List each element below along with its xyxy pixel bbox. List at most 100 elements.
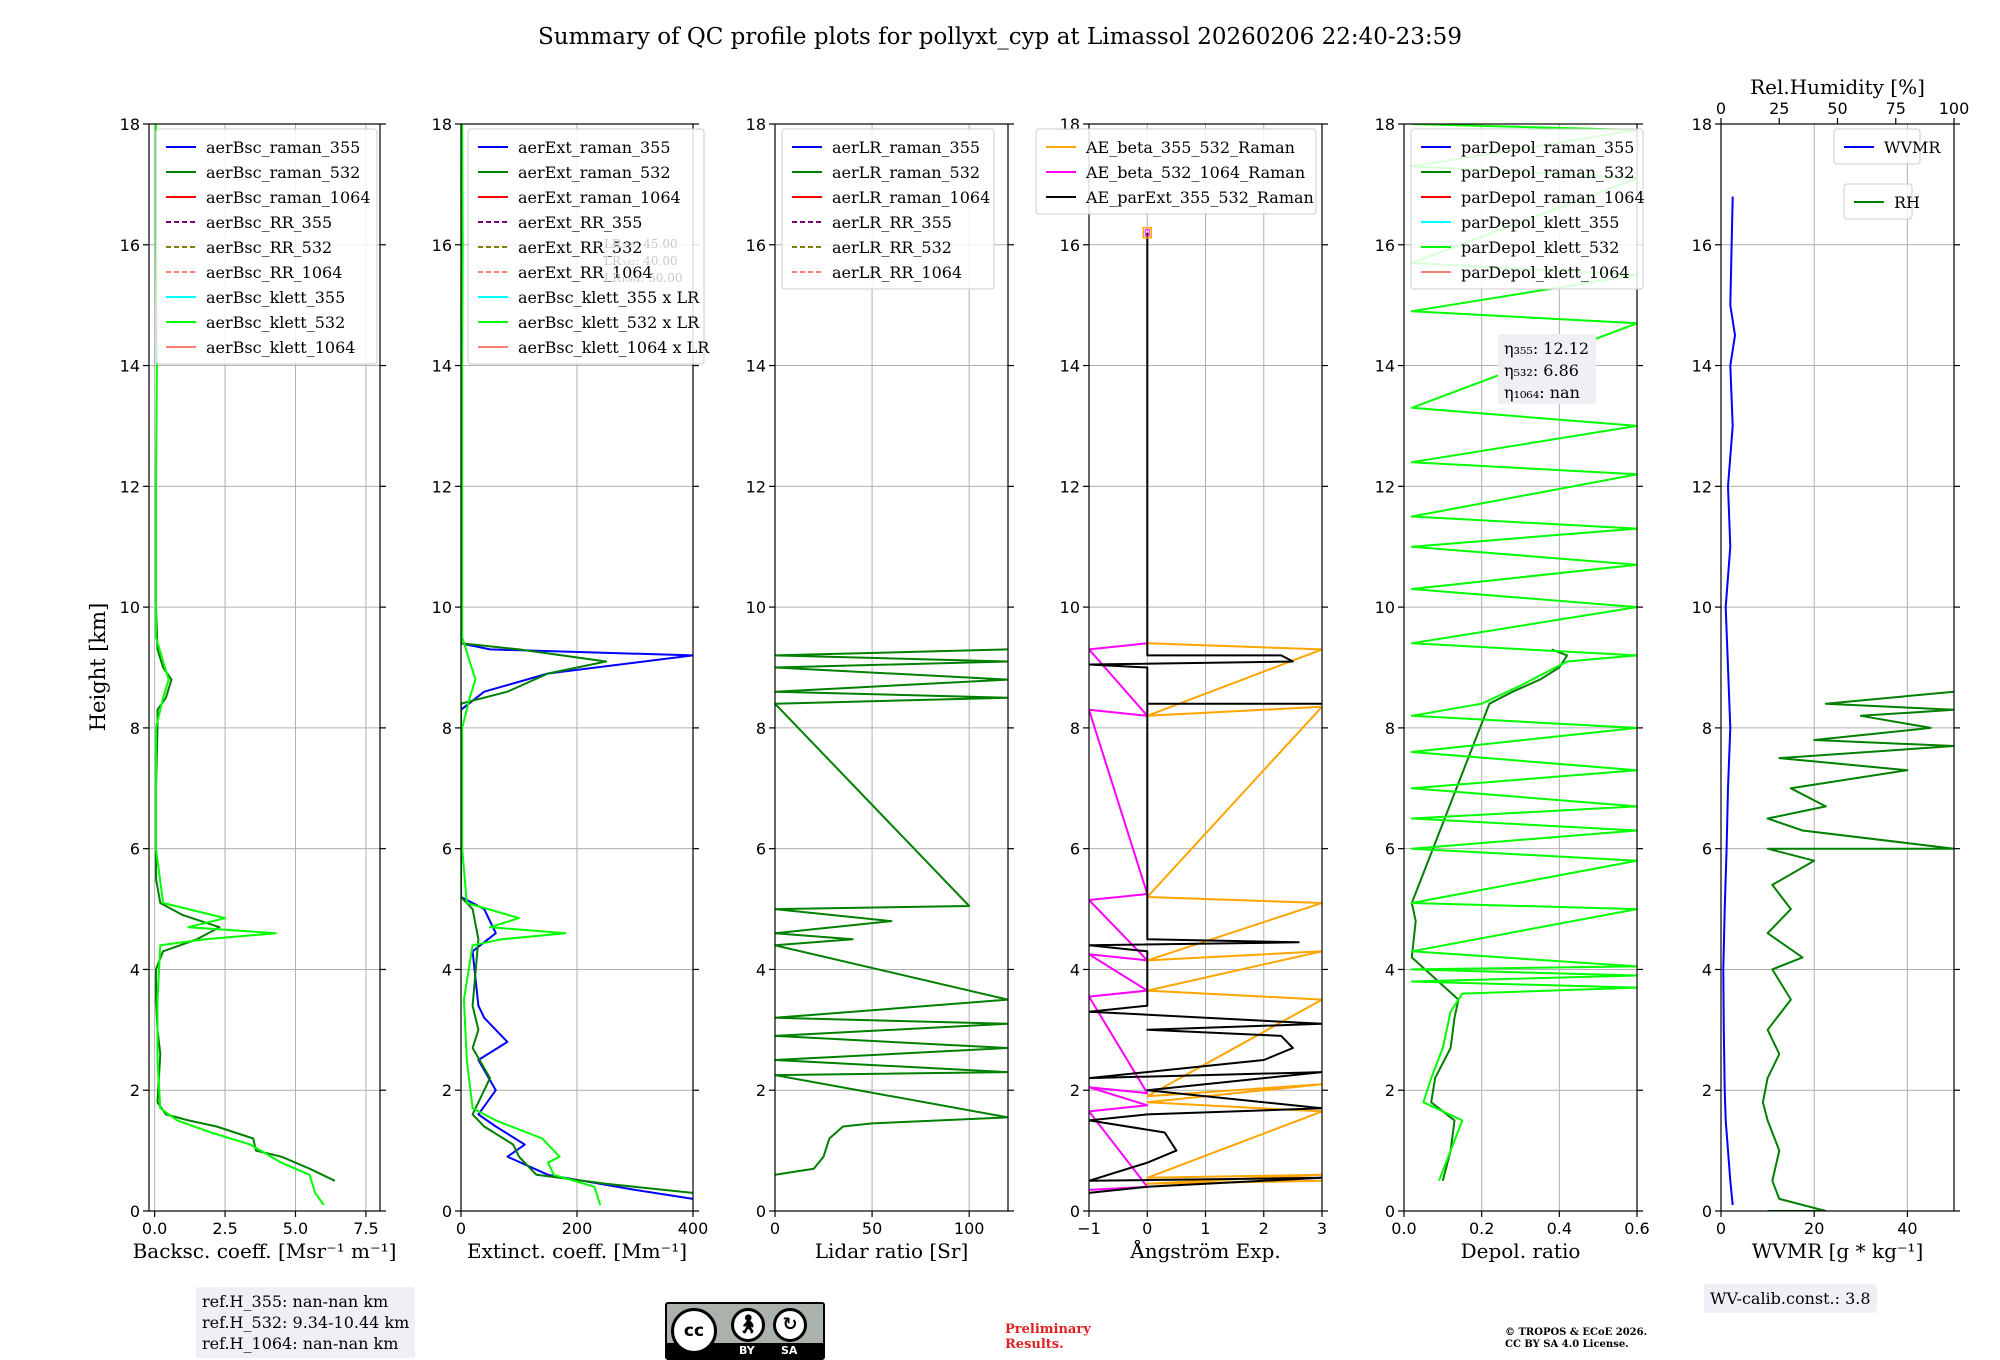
copyright-notice: © TROPOS & ECoE 2026. CC BY SA 4.0 Licen…	[1505, 1327, 1647, 1351]
legend-label: aerExt_RR_532	[518, 238, 642, 257]
x-tick-label: 0	[770, 1219, 780, 1238]
legend-label: aerBsc_raman_1064	[206, 188, 371, 207]
x2-tick-label: 75	[1886, 99, 1906, 118]
axes-frame	[1720, 123, 1955, 1212]
y-tick-label: 16	[120, 236, 140, 255]
y-tick-label: 14	[746, 357, 766, 376]
y-tick-label: 4	[1070, 960, 1080, 979]
x-axis-label: Extinct. coeff. [Mm⁻¹]	[467, 1239, 687, 1263]
legend-label: parDepol_raman_532	[1461, 163, 1634, 182]
legend-wvmr: WVMR	[1833, 128, 1941, 165]
series-RH	[1761, 690, 1954, 1211]
y-tick-label: 6	[1385, 840, 1395, 859]
series-group	[775, 648, 1008, 1176]
legend-label: aerLR_raman_355	[832, 138, 980, 157]
x-axis-label: Depol. ratio	[1461, 1239, 1581, 1263]
series-parDepol_klett_532	[1410, 124, 1637, 1182]
cc-license-badge: cc 🚶︎ ↻ BY SA	[665, 1302, 825, 1360]
y-tick-label: 0	[1702, 1202, 1712, 1221]
legend-label: parDepol_klett_1064	[1461, 263, 1630, 282]
x2-tick-label: 25	[1769, 99, 1789, 118]
share-alike-icon: ↻	[773, 1308, 807, 1342]
x-tick-label: 40	[1897, 1219, 1917, 1238]
legend-label: RH	[1894, 193, 1920, 212]
y-tick-label: 12	[1060, 477, 1080, 496]
x-tick-label: 100	[954, 1219, 985, 1238]
series-aerBsc_klett_532 x LR	[461, 124, 602, 1206]
y-tick-label: 8	[1702, 719, 1712, 738]
legend-label: aerBsc_raman_532	[206, 163, 360, 182]
legend-rh: RH	[1843, 183, 1920, 220]
series-aerBsc_raman_532	[155, 607, 336, 1182]
y-tick-label: 10	[1060, 598, 1080, 617]
y-tick-label: 12	[120, 477, 140, 496]
legend-label: aerExt_raman_355	[518, 138, 671, 157]
copyright-line-1: © TROPOS & ECoE 2026.	[1505, 1327, 1648, 1338]
legend-ae: AE_beta_355_532_Raman AE_beta_532_1064_Ra…	[1035, 128, 1317, 215]
y-tick-label: 6	[442, 840, 452, 859]
cc-icon: cc	[671, 1308, 717, 1354]
y-tick-label: 10	[1692, 598, 1712, 617]
legend-label: parDepol_klett_532	[1461, 238, 1619, 257]
y-tick-label: 2	[1385, 1081, 1395, 1100]
series-aerLR_raman_532	[775, 648, 1008, 1176]
y-tick-label: 14	[120, 357, 140, 376]
y-tick-label: 2	[130, 1081, 140, 1100]
cc-by-label: BY	[739, 1344, 755, 1357]
y-tick-label: 0	[1385, 1202, 1395, 1221]
legend-label: parDepol_klett_355	[1461, 213, 1619, 232]
y-tick-label: 16	[1375, 236, 1395, 255]
eta-value: η₁₀₆₄: nan	[1504, 383, 1580, 402]
wv-calibration-box: WV-calib.const.: 3.8	[1704, 1284, 1877, 1313]
y-tick-label: 14	[1060, 357, 1080, 376]
y-tick-label: 4	[1702, 960, 1712, 979]
x2-axis-label: Rel.Humidity [%]	[1750, 75, 1925, 99]
x-tick-label: 50	[862, 1219, 882, 1238]
legend-frame	[781, 128, 995, 290]
series-group	[155, 124, 336, 1206]
x-tick-label: 0	[456, 1219, 466, 1238]
legend-label: aerBsc_klett_532	[206, 313, 345, 332]
y-tick-label: 14	[432, 357, 452, 376]
legend-label: aerBsc_klett_1064 x LR	[518, 338, 710, 357]
y-tick-label: 10	[120, 598, 140, 617]
ref-h-532: ref.H_532: 9.34-10.44 km	[202, 1313, 410, 1332]
legend-label: aerExt_raman_532	[518, 163, 671, 182]
legend-frame	[1833, 128, 1921, 165]
legend-label: aerBsc_klett_355	[206, 288, 345, 307]
y-tick-label: 0	[130, 1202, 140, 1221]
wv-calib-const: WV-calib.const.: 3.8	[1710, 1289, 1871, 1308]
y-tick-label: 8	[130, 719, 140, 738]
y-tick-label: 14	[1375, 357, 1395, 376]
x-tick-label: 0.0	[142, 1219, 167, 1238]
series-aerExt_raman_532	[461, 124, 693, 1194]
x2-tick-label: 50	[1827, 99, 1847, 118]
legend-label: aerLR_RR_532	[832, 238, 952, 257]
legend-label: AE_parExt_355_532_Raman	[1085, 188, 1314, 207]
cc-sa-label: SA	[781, 1344, 798, 1357]
y-tick-label: 12	[1375, 477, 1395, 496]
y-tick-label: 2	[756, 1081, 766, 1100]
x-axis-label: Backsc. coeff. [Msr⁻¹ m⁻¹]	[133, 1239, 397, 1263]
copyright-line-2: CC BY SA 4.0 License.	[1505, 1339, 1629, 1350]
y-tick-label: 0	[756, 1202, 766, 1221]
series-AE_beta_532_1064_Raman	[1089, 642, 1149, 1191]
y-tick-label: 2	[1070, 1081, 1080, 1100]
x-tick-label: 0.2	[1469, 1219, 1494, 1238]
legend-label: aerLR_raman_532	[832, 163, 980, 182]
series-group	[1089, 232, 1322, 1194]
y-tick-label: 6	[1702, 840, 1712, 859]
y-tick-label: 18	[432, 115, 452, 134]
legend-label: aerBsc_klett_1064	[206, 338, 355, 357]
y-axis-label: Height [km]	[86, 603, 110, 732]
ref-h-1064: ref.H_1064: nan-nan km	[202, 1334, 399, 1353]
y-tick-label: 0	[1070, 1202, 1080, 1221]
y-tick-label: 18	[120, 115, 140, 134]
legend-label: parDepol_raman_1064	[1461, 188, 1645, 207]
legend-label: aerLR_RR_355	[832, 213, 952, 232]
series-AE_parExt_355_532_Raman	[1089, 232, 1322, 1194]
y-tick-label: 8	[756, 719, 766, 738]
y-tick-label: 10	[746, 598, 766, 617]
